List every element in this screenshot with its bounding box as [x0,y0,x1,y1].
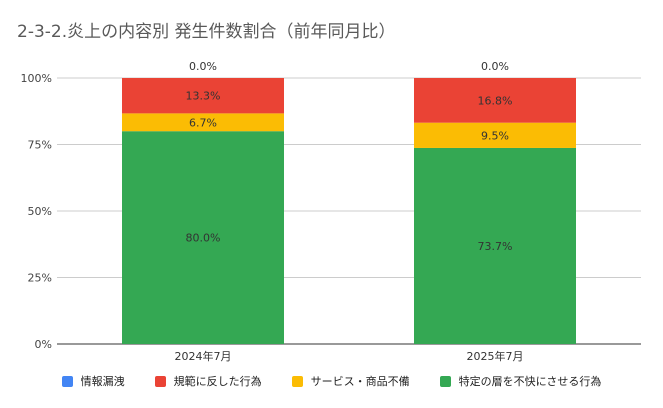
x-tick-label: 2024年7月 [175,349,232,363]
legend-label: 特定の層を不快にさせる行為 [458,375,602,388]
legend-swatch [291,375,303,387]
y-tick-label: 0% [35,338,52,351]
legend-swatch [61,375,73,387]
y-tick-label: 25% [28,272,52,285]
legend-item: 規範に反した行為 [154,373,262,389]
legend-item: 特定の層を不快にさせる行為 [439,373,602,389]
data-label: 6.7% [189,116,217,129]
data-label: 80.0% [186,232,221,245]
legend-label: 情報漏洩 [80,375,125,388]
bar-segment [414,78,576,123]
legend-label: 規範に反した行為 [173,375,262,388]
legend-swatch [154,375,166,387]
legend: 情報漏洩 規範に反した行為 サービス・商品不備 特定の層を不快にさせる行為 [0,373,663,389]
bar-segment [122,78,284,114]
bar-segment [122,131,284,344]
y-tick-label: 75% [28,139,52,152]
data-label: 73.7% [478,240,513,253]
bar-segment [122,113,284,132]
y-tick-label: 50% [28,205,52,218]
bar-segment [414,122,576,148]
bar-segment [414,147,576,344]
legend-swatch [439,375,451,387]
legend-label: サービス・商品不備 [310,375,410,388]
x-tick-label: 2025年7月 [467,349,524,363]
data-label: 0.0% [189,60,217,73]
legend-item: 情報漏洩 [61,373,125,389]
y-tick-label: 100% [21,72,52,85]
chart-title: 2-3-2.炎上の内容別 発生件数割合（前年同月比） [17,22,396,42]
data-label: 0.0% [481,60,509,73]
data-label: 13.3% [186,90,221,103]
data-label: 9.5% [481,129,509,142]
data-label: 16.8% [478,94,513,107]
legend-item: サービス・商品不備 [291,373,410,389]
